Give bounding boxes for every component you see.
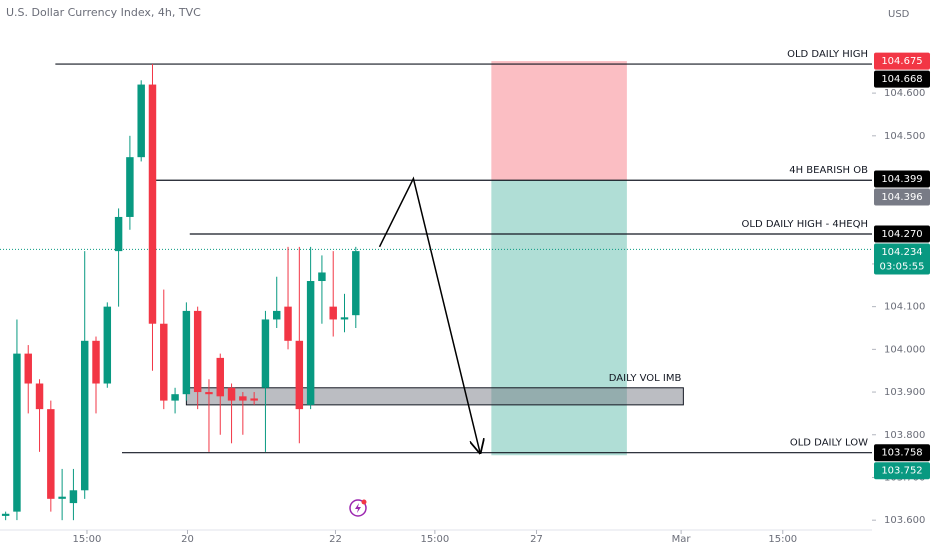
candle-body (114, 216, 123, 252)
plot-area: DAILY VOL IMB OLD DAILY HIGH 4H BEARISH OB… (0, 49, 872, 521)
level-label: OLD DAILY HIGH (787, 49, 868, 60)
price-tag (874, 188, 930, 206)
candle-body (239, 396, 247, 401)
candle-body (227, 387, 236, 401)
candle-body (284, 306, 292, 341)
candle-body (1, 513, 10, 516)
price-tag-label: 104.396 (881, 192, 922, 203)
axis-unit: USD (888, 9, 910, 20)
candle-body (352, 251, 360, 316)
profit-zone (491, 180, 627, 456)
y-tick-label: 104.500 (884, 131, 925, 142)
level-label: OLD DAILY LOW (790, 438, 868, 449)
x-tick-label: 20 (181, 534, 194, 545)
x-tick-label: 15:00 (73, 534, 102, 545)
candle-body (13, 353, 21, 512)
candle-body (92, 340, 100, 384)
projection-arrow (378, 176, 481, 453)
candle-body (273, 310, 281, 320)
candle-body (160, 323, 168, 401)
price-tag-label: 104.668 (881, 74, 922, 85)
candle-body (340, 317, 349, 320)
price-tag-label: 103.752 (881, 466, 922, 477)
price-tag-label: 104.399 (881, 174, 922, 185)
price-tag-label: 104.270 (881, 229, 922, 240)
level-label: OLD DAILY HIGH - 4HEQH (742, 219, 868, 230)
candle-body (261, 319, 270, 388)
candle-body (306, 281, 315, 405)
price-tag (874, 225, 930, 243)
icon (349, 499, 367, 517)
candle-body (329, 306, 337, 320)
candle-body (216, 357, 224, 397)
candle-body (58, 496, 66, 499)
chart-title: U.S. Dollar Currency Index, 4h, TVC (6, 6, 201, 19)
candle-body (171, 394, 179, 401)
target-zone (491, 61, 627, 181)
candle-body (250, 398, 258, 401)
x-tick-label: 27 (530, 534, 543, 545)
candle-body (24, 353, 32, 384)
candle-body (35, 383, 44, 410)
price-tag (874, 243, 930, 275)
price-tag (874, 444, 930, 462)
candle-body (182, 310, 191, 395)
candle-body (205, 392, 213, 395)
candle-body (295, 340, 304, 410)
price-tag (874, 52, 930, 70)
countdown: 03:05:55 (880, 262, 925, 273)
zone-label: DAILY VOL IMB (609, 373, 682, 384)
candle-body (318, 272, 326, 282)
y-tick-label: 104.100 (884, 302, 925, 313)
price-tag-label: 103.758 (881, 448, 922, 459)
y-tick-label: 104.600 (884, 88, 925, 99)
candle-body (47, 409, 55, 499)
price-tag (874, 170, 930, 188)
x-tick-label: 22 (329, 534, 342, 545)
y-tick-label: 103.900 (884, 387, 925, 398)
candle-body (80, 340, 89, 491)
imbalance-zone (185, 387, 684, 406)
candle-body (137, 84, 145, 158)
candle-body (69, 490, 78, 504)
price-tag (874, 462, 930, 480)
x-tick-label: 15:00 (768, 534, 797, 545)
candle-body (126, 157, 134, 217)
price-tag-label: 104.234 (881, 247, 922, 258)
price-tag-label: 104.675 (881, 56, 922, 67)
candle-body (103, 306, 112, 384)
y-tick-label: 103.600 (884, 515, 925, 526)
x-tick-label: Mar (672, 534, 692, 545)
x-tick-label: 15:00 (420, 534, 449, 545)
price-tag (874, 70, 930, 88)
level-label: 4H BEARISH OB (789, 165, 868, 176)
y-tick-label: 103.800 (884, 430, 925, 441)
candle-body (193, 310, 202, 393)
y-tick-label: 104.000 (884, 344, 925, 355)
candle-body (148, 84, 157, 324)
